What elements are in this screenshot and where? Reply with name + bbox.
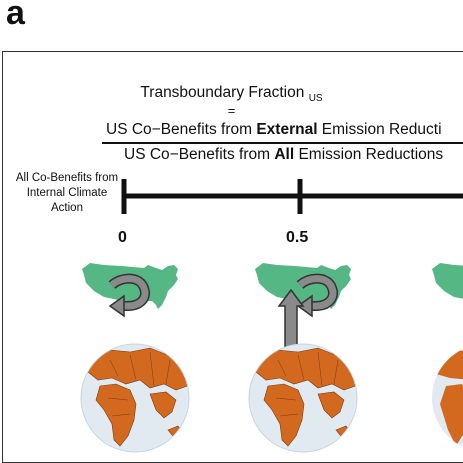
numerator: US Co−Benefits from External Emission Re… (106, 121, 442, 139)
fraction-title: Transboundary Fraction US (0, 84, 463, 104)
numerator-bold: External (256, 121, 318, 138)
us-map-icon (432, 263, 463, 309)
denominator-pre: US Co−Benefits from (124, 146, 275, 163)
denominator: US Co−Benefits from All Emission Reducti… (124, 146, 443, 164)
panel-label: a (6, 0, 25, 32)
numerator-post: Emission Reducti (317, 121, 442, 138)
axis-line-group (121, 179, 463, 214)
numerator-pre: US Co−Benefits from (106, 121, 257, 138)
globe-icon (248, 343, 358, 453)
globe-icon (432, 348, 463, 447)
title-text: Transboundary Fraction (140, 84, 305, 101)
circular-arrow-icon (296, 273, 338, 318)
axis-left-label: All Co-Benefits from Internal Climate Ac… (15, 172, 119, 214)
tick-label-0-5: 0.5 (286, 229, 309, 246)
circular-arrow-icon (108, 273, 150, 318)
fraction-bar (102, 142, 463, 144)
tick-label-0: 0 (118, 229, 127, 246)
globe-icon (80, 343, 190, 453)
title-subscript: US (308, 93, 323, 105)
denominator-post: Emission Reductions (294, 146, 444, 163)
denominator-bold: All (274, 146, 295, 163)
equals-sign: = (227, 103, 236, 118)
